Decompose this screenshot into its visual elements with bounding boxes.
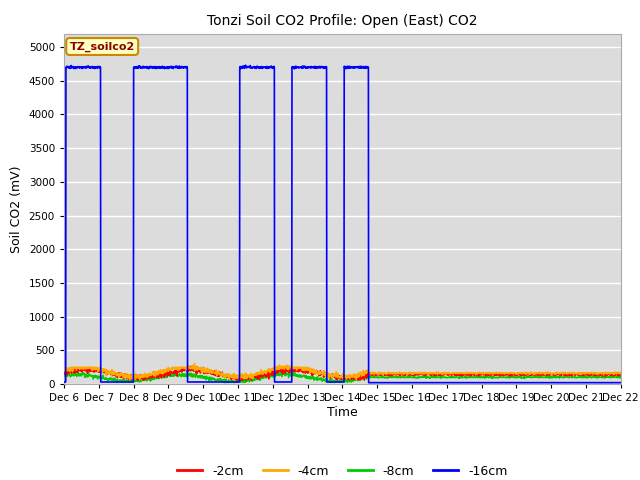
X-axis label: Time: Time [327,406,358,419]
Y-axis label: Soil CO2 (mV): Soil CO2 (mV) [10,165,23,252]
Text: TZ_soilco2: TZ_soilco2 [70,41,135,52]
Title: Tonzi Soil CO2 Profile: Open (East) CO2: Tonzi Soil CO2 Profile: Open (East) CO2 [207,14,477,28]
Legend: -2cm, -4cm, -8cm, -16cm: -2cm, -4cm, -8cm, -16cm [172,460,513,480]
